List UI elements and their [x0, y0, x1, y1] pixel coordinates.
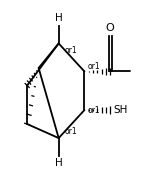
- Text: or1: or1: [64, 46, 77, 55]
- Text: H: H: [55, 158, 62, 168]
- Text: H: H: [55, 13, 62, 23]
- Text: or1: or1: [87, 106, 100, 114]
- Text: SH: SH: [114, 105, 128, 115]
- Text: or1: or1: [64, 127, 77, 136]
- Text: O: O: [106, 23, 115, 33]
- Text: or1: or1: [87, 62, 100, 71]
